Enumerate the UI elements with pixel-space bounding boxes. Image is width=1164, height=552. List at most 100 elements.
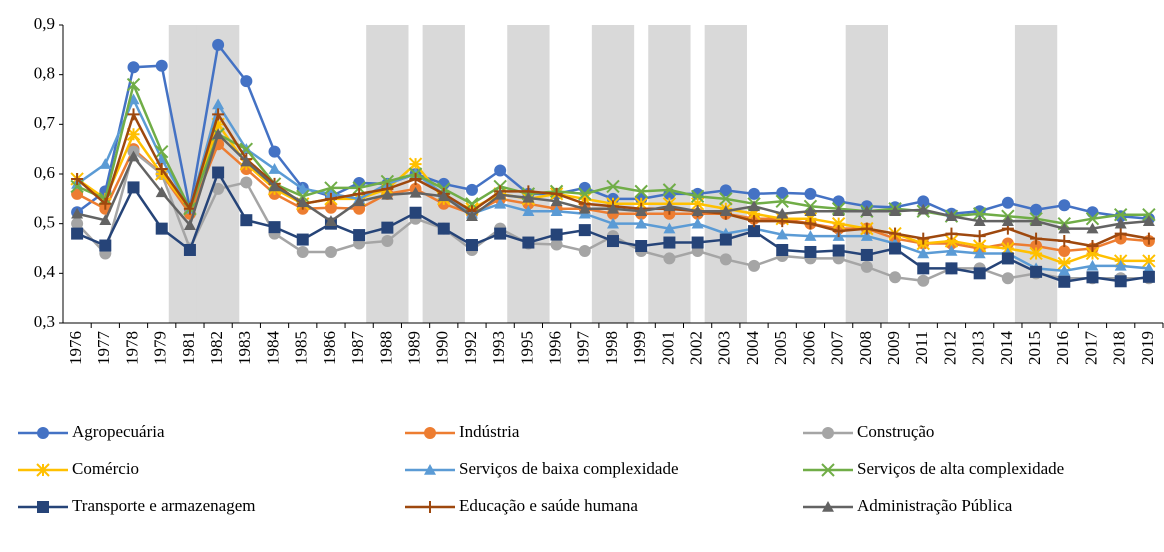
marker	[690, 197, 705, 211]
legend-label: Comércio	[72, 459, 139, 478]
marker	[917, 247, 930, 259]
marker	[635, 205, 648, 217]
marker	[1142, 262, 1155, 274]
x-tick-label: 1976	[66, 331, 85, 365]
marker	[1142, 208, 1156, 222]
y-tick-label: 0,8	[34, 64, 55, 83]
marker	[99, 158, 112, 169]
marker	[662, 183, 677, 197]
marker	[1114, 227, 1127, 240]
marker	[832, 225, 845, 238]
x-tick-label: 2006	[799, 331, 818, 365]
marker	[634, 184, 648, 199]
marker	[127, 61, 140, 74]
x-tick-label: 1998	[602, 331, 621, 365]
marker	[1114, 259, 1127, 271]
x-tick-label: 1995	[517, 331, 536, 365]
marker	[212, 108, 225, 121]
marker	[240, 214, 253, 227]
x-tick-label: 2003	[715, 331, 734, 365]
marker	[860, 248, 873, 261]
marker	[635, 240, 648, 253]
marker	[1030, 203, 1043, 216]
marker	[1001, 215, 1014, 226]
marker	[465, 183, 478, 196]
y-tick-label: 0,9	[34, 14, 55, 33]
marker	[747, 207, 761, 221]
marker	[212, 182, 225, 195]
y-tick-label: 0,5	[34, 213, 55, 232]
marker	[1085, 211, 1100, 226]
x-tick-label: 1999	[630, 331, 649, 365]
marker	[324, 215, 337, 226]
marker	[1058, 275, 1071, 288]
x-tick-label: 2011	[912, 331, 931, 364]
x-tick-label: 1977	[94, 331, 113, 366]
marker	[822, 427, 834, 439]
marker	[1114, 217, 1127, 229]
x-tick-label: 2018	[1110, 331, 1129, 365]
x-tick-label: 2002	[687, 331, 706, 365]
marker	[126, 77, 141, 92]
x-tick-label: 2016	[1053, 331, 1072, 365]
legend-label: Administração Pública	[857, 496, 1013, 515]
marker	[324, 192, 337, 205]
marker	[860, 222, 873, 235]
x-tick-label: 1986	[320, 331, 339, 365]
marker	[832, 244, 845, 257]
marker	[690, 189, 705, 204]
marker	[268, 221, 281, 234]
marker	[719, 192, 733, 206]
marker	[212, 166, 225, 179]
shaded-band	[507, 25, 550, 323]
marker	[607, 217, 619, 229]
marker	[1086, 206, 1099, 219]
marker	[860, 260, 873, 273]
marker	[240, 75, 253, 88]
marker	[37, 501, 49, 513]
marker	[494, 188, 507, 200]
marker	[522, 191, 535, 203]
marker	[99, 197, 112, 210]
marker	[578, 244, 591, 257]
marker	[409, 206, 422, 219]
x-tick-label: 2012	[940, 331, 959, 365]
marker	[155, 144, 169, 159]
marker	[324, 181, 338, 195]
marker	[324, 245, 337, 258]
marker	[917, 203, 930, 215]
marker	[381, 235, 394, 248]
marker	[1114, 210, 1127, 223]
marker	[1058, 235, 1071, 248]
marker	[607, 235, 619, 248]
marker	[465, 210, 478, 222]
marker	[37, 427, 49, 439]
marker	[211, 117, 225, 132]
marker	[889, 242, 902, 255]
marker	[776, 243, 789, 256]
marker	[1058, 264, 1071, 276]
marker	[832, 195, 845, 208]
marker	[822, 501, 834, 512]
marker	[424, 501, 436, 513]
marker	[748, 187, 761, 200]
x-tick-label: 2017	[1081, 331, 1100, 366]
x-tick-label: 2009	[884, 331, 903, 365]
y-tick-label: 0,4	[34, 262, 56, 281]
marker	[917, 195, 930, 208]
marker	[889, 205, 902, 217]
marker	[240, 176, 253, 189]
marker	[437, 190, 450, 202]
marker	[550, 195, 563, 207]
marker	[155, 186, 168, 198]
x-tick-label: 1992	[461, 331, 480, 365]
y-tick-label: 0,3	[34, 312, 55, 331]
marker	[296, 233, 309, 246]
marker	[99, 239, 112, 252]
marker	[381, 188, 394, 200]
marker	[1058, 199, 1071, 212]
y-tick-label: 0,7	[34, 113, 56, 132]
marker	[71, 207, 84, 219]
marker	[381, 221, 394, 234]
